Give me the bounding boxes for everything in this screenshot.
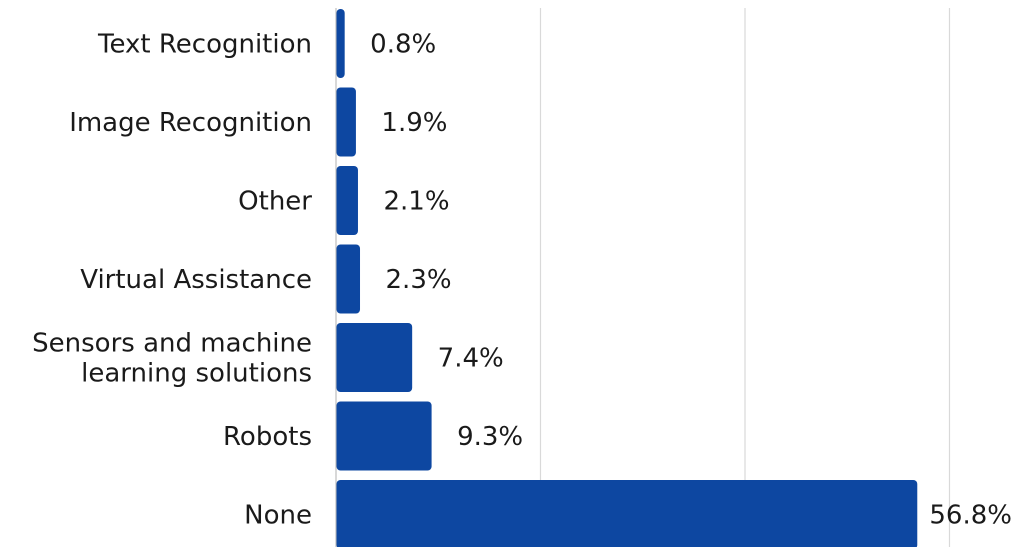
bar-4 — [336, 323, 413, 392]
value-label-5: 9.3% — [457, 422, 523, 452]
category-label-3: Virtual Assistance — [80, 265, 312, 295]
category-label-4-line-1: learning solutions — [81, 359, 312, 389]
bar-2 — [336, 166, 358, 235]
value-label-6: 56.8% — [929, 501, 1012, 531]
value-label-4: 7.4% — [438, 344, 504, 374]
category-label-1: Image Recognition — [69, 108, 312, 138]
bar-0 — [336, 9, 345, 78]
value-label-0: 0.8% — [370, 30, 436, 60]
bar-6 — [336, 480, 918, 547]
bar-5 — [336, 401, 432, 471]
bar-1 — [336, 87, 356, 157]
value-label-2: 2.1% — [383, 187, 449, 217]
grid-layer — [335, 8, 951, 547]
label-layer: 0.8% Text Recognition 1.9% Image Recognitio… — [32, 30, 1012, 531]
value-label-1: 1.9% — [381, 108, 447, 138]
value-label-3: 2.3% — [386, 265, 452, 295]
bar-3 — [336, 244, 361, 314]
category-label-2: Other — [238, 187, 312, 217]
category-label-4-line-0: Sensors and machine — [32, 329, 312, 359]
bar-layer — [336, 9, 918, 547]
category-label-6: None — [244, 501, 312, 531]
category-label-0: Text Recognition — [97, 30, 312, 60]
category-label-5: Robots — [223, 422, 312, 452]
